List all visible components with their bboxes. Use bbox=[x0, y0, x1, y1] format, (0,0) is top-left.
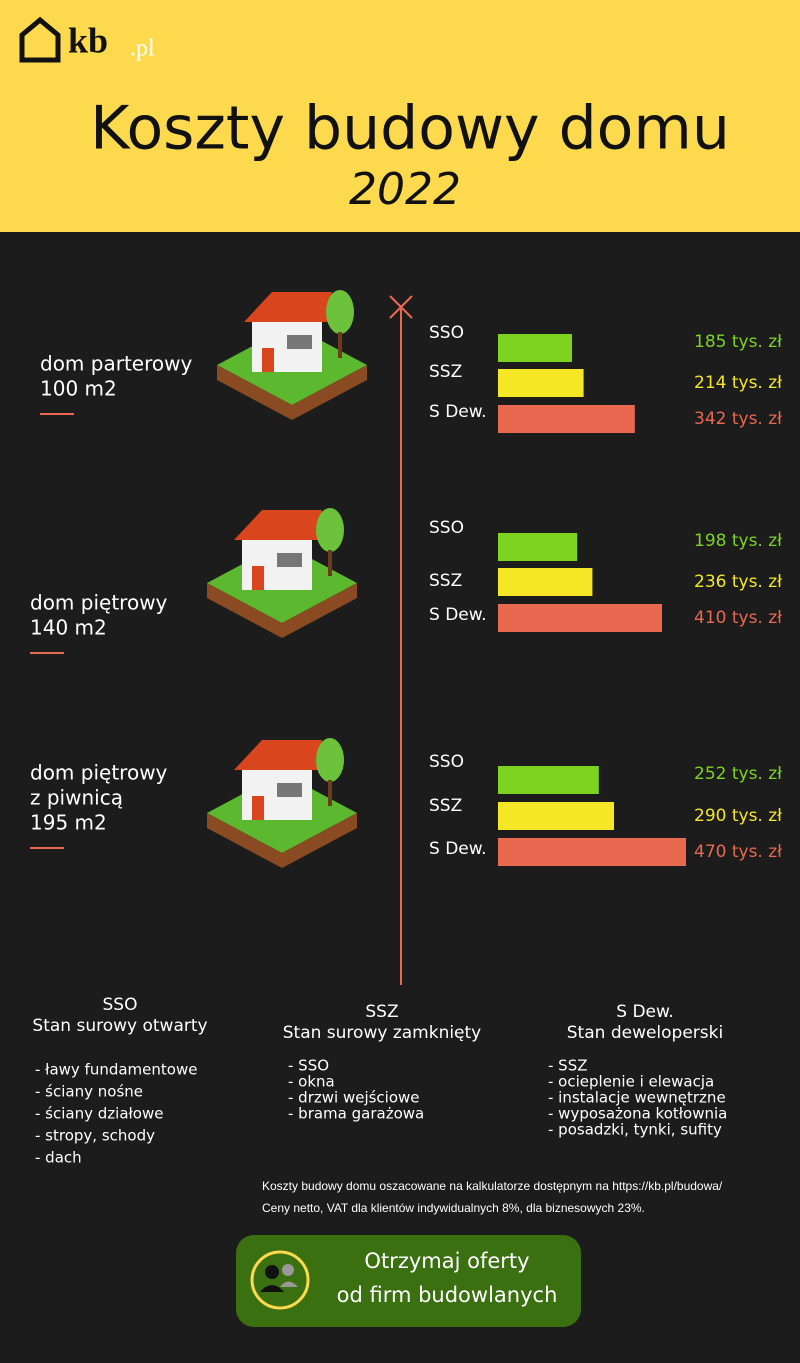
cta-icon-head bbox=[265, 1265, 279, 1279]
cta-button[interactable] bbox=[236, 1235, 581, 1327]
legend-item: - ściany nośne bbox=[35, 1083, 143, 1101]
cta-text[interactable]: od firm budowlanych bbox=[337, 1283, 558, 1307]
bar-value-label: 198 tys. zł bbox=[694, 531, 782, 551]
legend-name: Stan surowy otwarty bbox=[32, 1016, 207, 1036]
house-soil bbox=[207, 813, 357, 868]
legend-item: - ocieplenie i elewacja bbox=[548, 1073, 714, 1091]
logo-icon bbox=[19, 16, 61, 63]
cta-text[interactable]: Otrzymaj oferty bbox=[364, 1249, 529, 1273]
bar-value-label: 342 tys. zł bbox=[694, 409, 782, 429]
bar-name: SSZ bbox=[429, 796, 462, 816]
legend-item: - wyposażona kotłownia bbox=[548, 1105, 727, 1123]
legend-item: - ławy fundamentowe bbox=[35, 1061, 197, 1079]
house-label: dom piętrowy bbox=[30, 761, 168, 785]
house-soil bbox=[217, 365, 367, 420]
house-window bbox=[287, 335, 312, 349]
cta-icon-head2 bbox=[282, 1264, 294, 1276]
bar-name: SSZ bbox=[429, 362, 462, 382]
bar bbox=[498, 369, 584, 397]
house-label: dom piętrowy bbox=[30, 591, 168, 615]
legend-code: SSZ bbox=[365, 1002, 398, 1022]
bar-name: SSZ bbox=[429, 571, 462, 591]
note: Koszty budowy domu oszacowane na kalkula… bbox=[262, 1179, 723, 1193]
bar-value-label: 214 tys. zł bbox=[694, 373, 782, 393]
house-trunk bbox=[338, 332, 342, 358]
bar-name: S Dew. bbox=[429, 402, 487, 422]
bar bbox=[498, 604, 662, 632]
bar-value-label: 236 tys. zł bbox=[694, 572, 782, 592]
house-window bbox=[277, 783, 302, 797]
house-trunk bbox=[328, 780, 332, 806]
house-window bbox=[277, 553, 302, 567]
bar bbox=[498, 766, 599, 794]
bar bbox=[498, 533, 578, 561]
bar bbox=[498, 838, 686, 866]
bar-value-label: 410 tys. zł bbox=[694, 608, 782, 628]
house-soil bbox=[207, 583, 357, 638]
house-door bbox=[252, 566, 264, 590]
legend-item: - brama garażowa bbox=[288, 1105, 424, 1123]
bar bbox=[498, 802, 614, 830]
legend-item: - drzwi wejściowe bbox=[288, 1089, 420, 1107]
bar-value-label: 252 tys. zł bbox=[694, 764, 782, 784]
house-roof bbox=[234, 510, 322, 540]
legend-name: Stan surowy zamknięty bbox=[283, 1023, 482, 1043]
bar-name: SSO bbox=[429, 323, 464, 343]
house-label: 195 m2 bbox=[30, 811, 107, 835]
bar bbox=[498, 405, 635, 433]
house-label: 100 m2 bbox=[40, 377, 117, 401]
bar-name: SSO bbox=[429, 752, 464, 772]
bar-value-label: 185 tys. zł bbox=[694, 332, 782, 352]
legend-item: - okna bbox=[288, 1073, 335, 1091]
house-label: 140 m2 bbox=[30, 616, 107, 640]
logo-suffix: .pl bbox=[130, 36, 155, 62]
house-trunk bbox=[328, 550, 332, 576]
bar-value-label: 290 tys. zł bbox=[694, 806, 782, 826]
year: 2022 bbox=[349, 164, 461, 215]
note: Ceny netto, VAT dla klientów indywidualn… bbox=[262, 1201, 645, 1215]
cta-icon-body bbox=[260, 1285, 284, 1292]
legend-item: - SSZ bbox=[548, 1057, 588, 1075]
house-label: z piwnicą bbox=[30, 786, 123, 810]
cta-icon-body2 bbox=[280, 1281, 298, 1287]
legend-item: - posadzki, tynki, sufity bbox=[548, 1121, 722, 1139]
bar-name: S Dew. bbox=[429, 605, 487, 625]
axis-cross bbox=[389, 295, 413, 319]
header-bg bbox=[0, 0, 800, 232]
legend-code: S Dew. bbox=[616, 1002, 674, 1022]
house-tree bbox=[316, 508, 344, 552]
cta-icon bbox=[250, 1250, 310, 1310]
bar-name: S Dew. bbox=[429, 839, 487, 859]
legend-item: - dach bbox=[35, 1149, 82, 1167]
house-roof bbox=[244, 292, 332, 322]
house-door bbox=[262, 348, 274, 372]
house-tree bbox=[316, 738, 344, 782]
bar bbox=[498, 334, 572, 362]
legend-name: Stan deweloperski bbox=[567, 1023, 723, 1043]
house-tree bbox=[326, 290, 354, 334]
legend-item: - SSO bbox=[288, 1057, 329, 1075]
house-label: dom parterowy bbox=[40, 352, 192, 376]
legend-item: - instalacje wewnętrzne bbox=[548, 1089, 726, 1107]
legend-code: SSO bbox=[103, 995, 138, 1015]
bar-value-label: 470 tys. zł bbox=[694, 842, 782, 862]
house-roof bbox=[234, 740, 322, 770]
title: Koszty budowy domu bbox=[90, 94, 730, 164]
bar bbox=[498, 568, 593, 596]
legend-item: - ściany działowe bbox=[35, 1105, 163, 1123]
legend-item: - stropy, schody bbox=[35, 1127, 155, 1145]
bar-name: SSO bbox=[429, 518, 464, 538]
house-door bbox=[252, 796, 264, 820]
logo: kb bbox=[68, 20, 108, 60]
